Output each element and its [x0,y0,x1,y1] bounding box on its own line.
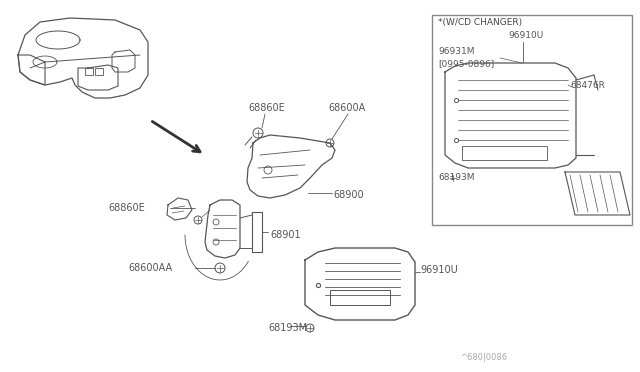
Text: 96910U: 96910U [420,265,458,275]
Text: 96910U: 96910U [508,31,543,39]
Bar [85,68,93,75]
Text: 68860E: 68860E [108,203,145,213]
Bar [462,146,547,160]
Text: 68193M: 68193M [268,323,307,333]
Bar [432,15,632,225]
Text: 68193M: 68193M [438,173,474,183]
Text: 68476R: 68476R [570,80,605,90]
Text: ^680|0086: ^680|0086 [460,353,507,362]
Text: *(W/CD CHANGER): *(W/CD CHANGER) [438,17,522,26]
Text: [0995-0896]: [0995-0896] [438,60,494,68]
Text: 68900: 68900 [333,190,364,200]
Text: 68600A: 68600A [328,103,365,113]
Text: 68600AA: 68600AA [128,263,172,273]
Text: 96931M: 96931M [438,48,474,57]
Bar [330,290,390,305]
Text: 68901: 68901 [270,230,301,240]
Text: 68860E: 68860E [248,103,285,113]
Bar [95,68,103,75]
